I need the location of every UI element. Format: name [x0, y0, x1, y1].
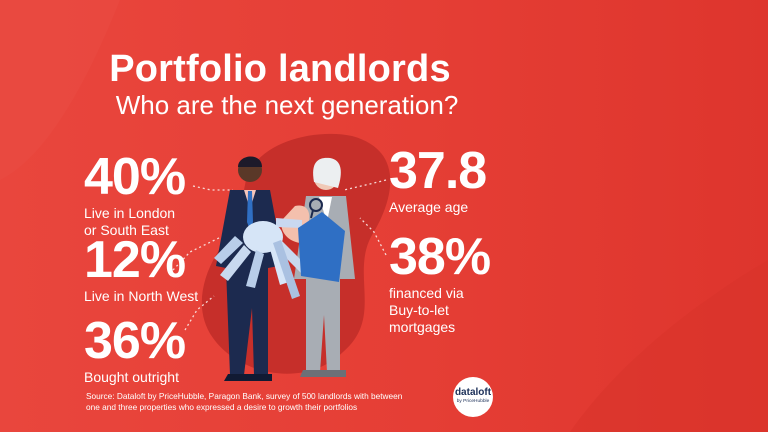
stat-bought-outright: 36% Bought outright [84, 312, 186, 385]
source-line-2: one and three properties who expressed a… [86, 402, 358, 412]
stat-london-south-east: 40% Live in London or South East [84, 148, 186, 238]
connector-lines [172, 179, 387, 331]
logo-sub: by PriceHubble [456, 399, 490, 404]
house-keyring-icon [298, 198, 345, 282]
stat-value: 40% [84, 148, 186, 206]
stat-value: 36% [84, 312, 186, 370]
dataloft-logo: dataloft by PriceHubble [453, 377, 493, 417]
source-line-1: Source: Dataloft by PriceHubble, Paragon… [86, 391, 403, 401]
page-title: Portfolio landlords [109, 48, 451, 90]
stat-value: 12% [84, 231, 186, 289]
stat-label-line-3: mortgages [389, 319, 456, 335]
keys-illustration [214, 205, 310, 299]
stat-value: 38% [389, 228, 491, 286]
stat-north-west: 12% Live in North West [84, 233, 198, 304]
stat-label-line-1: Live in London [84, 205, 176, 221]
source-note: Source: Dataloft by PriceHubble, Paragon… [86, 391, 446, 413]
stat-label-line-2: or South East [84, 222, 169, 238]
stat-average-age: 37.8 Average age [389, 142, 487, 215]
page-subtitle: Who are the next generation? [115, 90, 459, 120]
stat-label-line-2: Buy-to-let [389, 302, 449, 318]
stat-financed-buy-to-let: 38% financed via Buy-to-let mortgages [389, 228, 491, 335]
stat-label-line-1: financed via [389, 285, 464, 301]
logo-name: dataloft [454, 387, 492, 398]
stat-label-line-1: Live in North West [84, 288, 199, 304]
stat-value: 37.8 [389, 142, 487, 200]
stat-label-line-1: Average age [389, 199, 469, 215]
stat-label-line-1: Bought outright [84, 369, 179, 385]
